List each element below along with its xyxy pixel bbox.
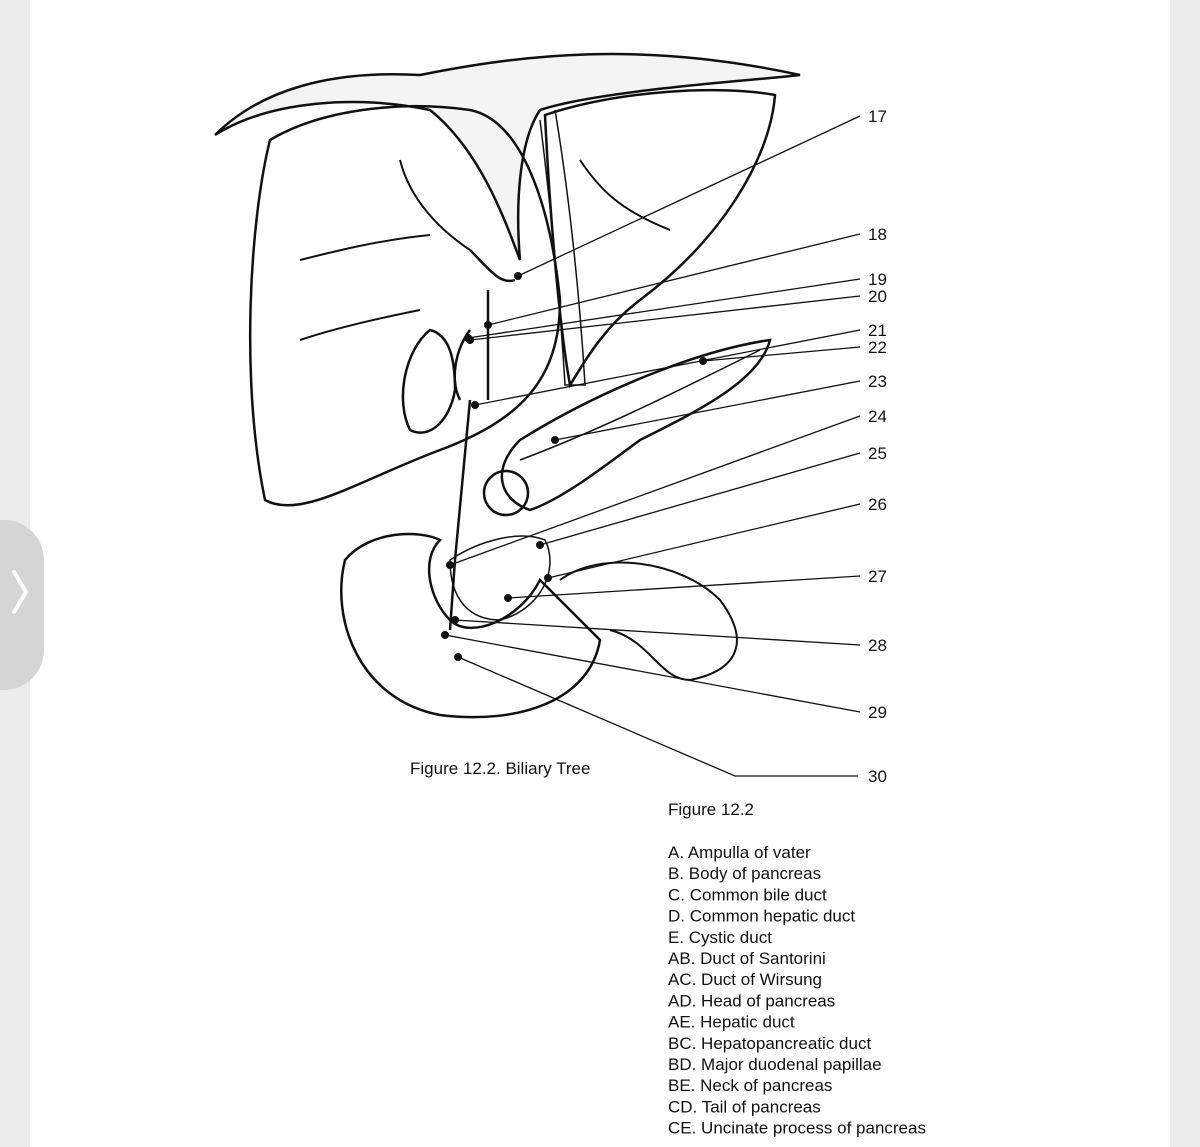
point bbox=[466, 336, 474, 344]
key-item: BC. Hepatopancreatic duct bbox=[668, 1034, 871, 1053]
leader-line bbox=[457, 656, 858, 777]
label-number: 30 bbox=[868, 767, 887, 786]
point bbox=[451, 616, 459, 624]
key-item: AC. Duct of Wirsung bbox=[668, 970, 822, 989]
chevron-icon bbox=[12, 570, 29, 614]
key-item: D. Common hepatic duct bbox=[668, 907, 855, 926]
key-item: BE. Neck of pancreas bbox=[668, 1076, 832, 1095]
point bbox=[471, 401, 479, 409]
leader-line bbox=[469, 295, 861, 341]
leader-line bbox=[517, 115, 861, 277]
anatomy-drawing bbox=[214, 52, 801, 719]
leader-line bbox=[539, 452, 861, 546]
point bbox=[551, 436, 559, 444]
point bbox=[484, 321, 492, 329]
leader-line bbox=[474, 329, 861, 406]
label-number: 26 bbox=[868, 495, 887, 514]
leader-line bbox=[702, 346, 861, 362]
point bbox=[699, 357, 707, 365]
point bbox=[514, 272, 522, 280]
key-item: A. Ampulla of vater bbox=[668, 843, 811, 862]
key-item: AE. Hepatic duct bbox=[668, 1013, 795, 1032]
label-number: 20 bbox=[868, 287, 887, 306]
label-number: 23 bbox=[868, 372, 887, 391]
label-number: 17 bbox=[868, 107, 887, 126]
leader-line bbox=[449, 415, 861, 566]
label-number: 25 bbox=[868, 444, 887, 463]
key-item: C. Common bile duct bbox=[668, 885, 827, 904]
point bbox=[544, 574, 552, 582]
label-number: 27 bbox=[868, 567, 887, 586]
label-number: 18 bbox=[868, 225, 887, 244]
leader-line bbox=[467, 278, 861, 339]
leader-line bbox=[454, 619, 861, 646]
point bbox=[536, 541, 544, 549]
label-number: 19 bbox=[868, 270, 887, 289]
point bbox=[454, 653, 462, 661]
key-item: CE. Uncinate process of pancreas bbox=[668, 1119, 926, 1138]
key-item: BD. Major duodenal papillae bbox=[668, 1055, 882, 1074]
key-item: E. Cystic duct bbox=[668, 928, 772, 947]
leader-line bbox=[487, 233, 861, 326]
key-item: B. Body of pancreas bbox=[668, 864, 821, 883]
label-number: 29 bbox=[868, 703, 887, 722]
next-page-tab[interactable] bbox=[0, 520, 44, 690]
key-item: CD. Tail of pancreas bbox=[668, 1097, 821, 1116]
key-title: Figure 12.2 bbox=[668, 800, 754, 819]
document-page bbox=[30, 0, 1170, 1147]
point bbox=[441, 631, 449, 639]
leader-line bbox=[444, 634, 861, 713]
label-number: 24 bbox=[868, 407, 887, 426]
point bbox=[446, 561, 454, 569]
label-number: 28 bbox=[868, 636, 887, 655]
key-item: AD. Head of pancreas bbox=[668, 991, 835, 1010]
label-number: 21 bbox=[868, 321, 887, 340]
leader-line bbox=[554, 380, 861, 441]
leader-line bbox=[547, 503, 861, 579]
label-lines bbox=[441, 115, 861, 777]
label-number: 22 bbox=[868, 338, 887, 357]
caption: Figure 12.2. Biliary Tree bbox=[410, 759, 590, 778]
leader-line bbox=[507, 575, 861, 599]
point bbox=[504, 594, 512, 602]
key-item: AB. Duct of Santorini bbox=[668, 949, 826, 968]
